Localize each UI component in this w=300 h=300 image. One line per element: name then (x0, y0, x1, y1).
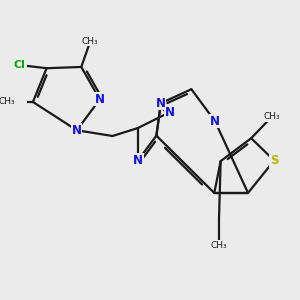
Text: S: S (270, 154, 278, 167)
Text: N: N (95, 93, 105, 106)
Text: CH₃: CH₃ (211, 241, 227, 250)
Text: CH₃: CH₃ (82, 37, 98, 46)
Text: CH₃: CH₃ (0, 98, 15, 106)
Text: N: N (210, 115, 220, 128)
Text: N: N (133, 154, 143, 167)
Text: CH₃: CH₃ (263, 112, 280, 122)
Text: N: N (165, 106, 175, 118)
Text: N: N (72, 124, 82, 137)
Text: N: N (156, 97, 166, 110)
Text: Cl: Cl (14, 60, 26, 70)
